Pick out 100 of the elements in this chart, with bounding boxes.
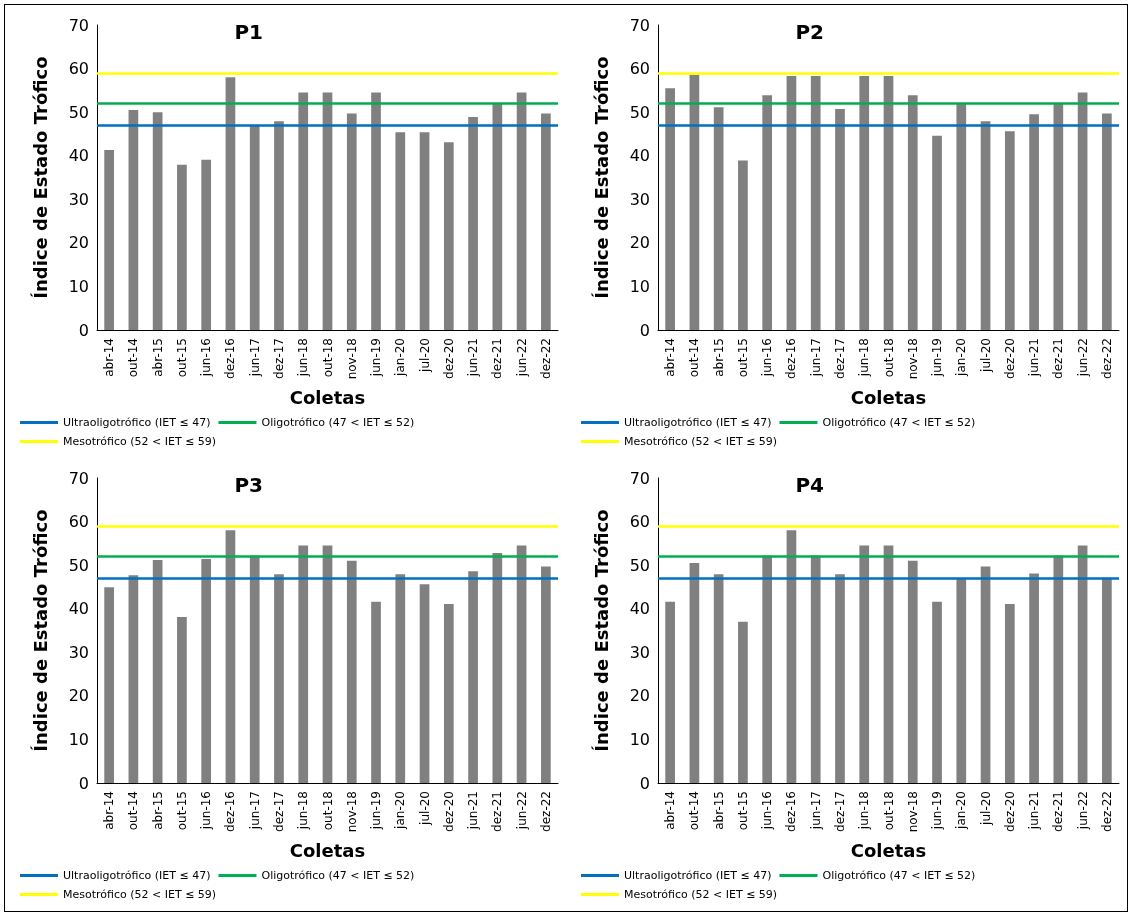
bar — [738, 621, 748, 783]
y-tick-label: 50 — [68, 102, 89, 122]
x-tick-label: abr-15 — [150, 338, 165, 377]
bar — [762, 95, 773, 330]
y-tick-label: 40 — [629, 146, 650, 166]
x-tick-label: dez-22 — [538, 338, 553, 379]
x-tick-label: nov-18 — [344, 338, 359, 380]
bar — [443, 142, 454, 330]
x-tick-label: jun-19 — [930, 791, 945, 831]
chart-title: P2 — [795, 20, 824, 44]
bar — [371, 92, 381, 330]
x-tick-label: jun-18 — [857, 338, 872, 378]
y-tick-label: 50 — [68, 555, 89, 575]
x-tick-label: jan-20 — [393, 791, 408, 830]
bar — [516, 92, 527, 330]
y-axis-title: Índice de Estado Trófico — [29, 509, 51, 752]
bar — [713, 107, 724, 330]
bar — [859, 75, 870, 330]
x-axis-title: Coletas — [850, 839, 927, 861]
x-tick-label: dez-22 — [1099, 338, 1114, 379]
bar — [152, 559, 163, 783]
x-tick-label: jun-17 — [808, 338, 823, 378]
x-tick-label: jul-20 — [978, 338, 993, 373]
y-tick-label: 0 — [639, 320, 650, 340]
bar — [468, 116, 478, 330]
bar — [104, 587, 114, 783]
x-tick-label: out-18 — [881, 338, 896, 378]
legend-label: Ultraoligotrófico (IET ≤ 47) — [624, 869, 772, 882]
x-tick-label: out-15 — [735, 338, 750, 378]
x-tick-label: out-14 — [126, 338, 141, 378]
bar — [835, 574, 845, 783]
bar — [1053, 103, 1064, 330]
x-tick-label: jun-19 — [369, 791, 384, 831]
legend-label: Oligotrófico (47 < IET ≤ 52) — [822, 416, 976, 429]
legend-label: Mesotrófico (52 < IET ≤ 59) — [63, 435, 217, 448]
y-tick-label: 20 — [68, 686, 89, 706]
legend-label: Ultraoligotrófico (IET ≤ 47) — [63, 416, 211, 429]
bar — [322, 545, 333, 783]
x-tick-label: jun-17 — [247, 338, 262, 378]
x-tick-label: out-15 — [735, 791, 750, 831]
x-tick-label: dez-16 — [223, 791, 238, 832]
legend-label: Oligotrófico (47 < IET ≤ 52) — [822, 869, 976, 882]
x-tick-label: jun-21 — [466, 791, 481, 831]
x-tick-label: dez-21 — [1051, 338, 1066, 379]
x-tick-label: jun-22 — [514, 338, 529, 378]
x-tick-label: jun-22 — [1075, 791, 1090, 831]
bar — [883, 75, 894, 330]
chart-title: P4 — [795, 473, 824, 497]
legend-label: Ultraoligotrófico (IET ≤ 47) — [63, 869, 211, 882]
x-tick-label: dez-16 — [784, 338, 799, 379]
bar — [956, 103, 967, 330]
x-axis-title: Coletas — [289, 386, 366, 408]
x-tick-label: out-15 — [174, 791, 189, 831]
y-tick-label: 60 — [629, 512, 650, 532]
bar — [1004, 603, 1015, 783]
legend-label: Mesotrófico (52 < IET ≤ 59) — [63, 888, 217, 901]
x-tick-label: jan-20 — [954, 338, 969, 377]
bar — [810, 555, 821, 783]
x-tick-label: nov-18 — [905, 338, 920, 380]
bar — [907, 560, 918, 783]
y-tick-label: 0 — [78, 773, 89, 793]
x-tick-label: dez-17 — [271, 791, 286, 832]
x-tick-label: jun-19 — [930, 338, 945, 378]
bar — [371, 601, 381, 783]
bar — [835, 109, 845, 330]
bar — [980, 121, 991, 330]
bar — [177, 164, 187, 330]
bar — [859, 545, 870, 783]
y-tick-label: 20 — [629, 233, 650, 253]
x-tick-label: jun-22 — [514, 791, 529, 831]
bar — [541, 566, 551, 783]
bar — [932, 135, 942, 330]
x-tick-label: abr-15 — [711, 338, 726, 377]
y-tick-label: 0 — [78, 320, 89, 340]
x-tick-label: out-14 — [687, 791, 702, 831]
bar — [346, 560, 357, 783]
bar — [810, 75, 821, 330]
x-tick-label: jun-16 — [760, 338, 775, 378]
bar — [956, 578, 967, 783]
y-tick-label: 60 — [68, 59, 89, 79]
bar — [322, 92, 333, 330]
x-tick-label: dez-20 — [1002, 338, 1017, 379]
y-tick-label: 50 — [629, 555, 650, 575]
bar — [786, 75, 797, 330]
bar — [1029, 573, 1039, 783]
bar — [1077, 545, 1088, 783]
x-tick-label: abr-15 — [150, 791, 165, 830]
x-tick-label: abr-14 — [663, 338, 678, 377]
bar — [419, 584, 430, 783]
bar — [298, 545, 309, 783]
chart-title: P1 — [234, 20, 263, 44]
x-tick-label: out-18 — [881, 791, 896, 831]
y-tick-label: 30 — [629, 189, 650, 209]
bar — [932, 601, 942, 783]
bar — [249, 555, 260, 783]
bar — [443, 603, 454, 783]
y-tick-label: 40 — [68, 146, 89, 166]
y-tick-label: 10 — [629, 729, 650, 749]
x-tick-label: dez-17 — [832, 338, 847, 379]
x-tick-label: abr-14 — [663, 791, 678, 830]
